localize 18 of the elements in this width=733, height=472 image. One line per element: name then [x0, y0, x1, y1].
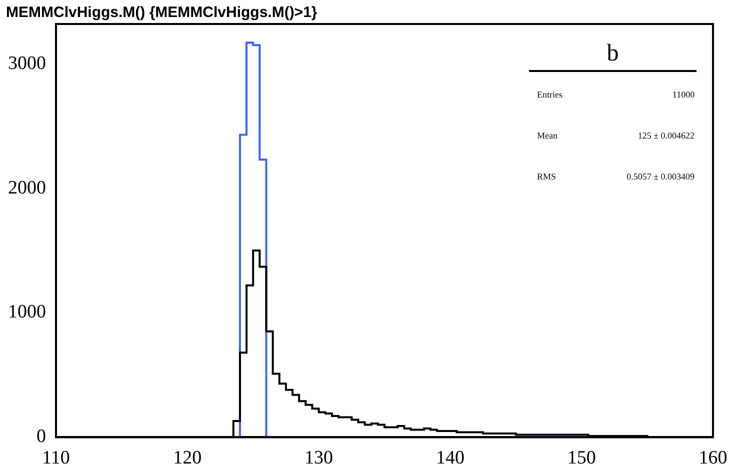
x-tick-label: 140 [436, 448, 464, 469]
y-tick-label: 1000 [8, 302, 46, 323]
y-tick-label: 3000 [8, 52, 46, 74]
annotation: Entries [537, 89, 564, 100]
y-tick-label: 0 [36, 426, 46, 448]
annotation: 0.5057 ± 0.003409 [626, 171, 696, 182]
annotation: 11000 [672, 89, 696, 100]
x-tick-label: 160 [698, 448, 728, 469]
annotation: 125 ± 0.004622 [638, 130, 695, 140]
x-tick-label: 130 [304, 448, 334, 469]
x-tick-label: 150 [567, 448, 596, 469]
x-tick-label: 110 [42, 448, 70, 469]
annotation: RMS [537, 171, 556, 182]
x-tick-label: 120 [173, 448, 202, 469]
annotation: b [606, 40, 619, 66]
y-tick-label: 2000 [8, 177, 46, 198]
chart-title: MEMMClvHiggs.M() {MEMMClvHiggs.M()>1} [6, 4, 318, 22]
annotation: Mean [537, 130, 558, 140]
